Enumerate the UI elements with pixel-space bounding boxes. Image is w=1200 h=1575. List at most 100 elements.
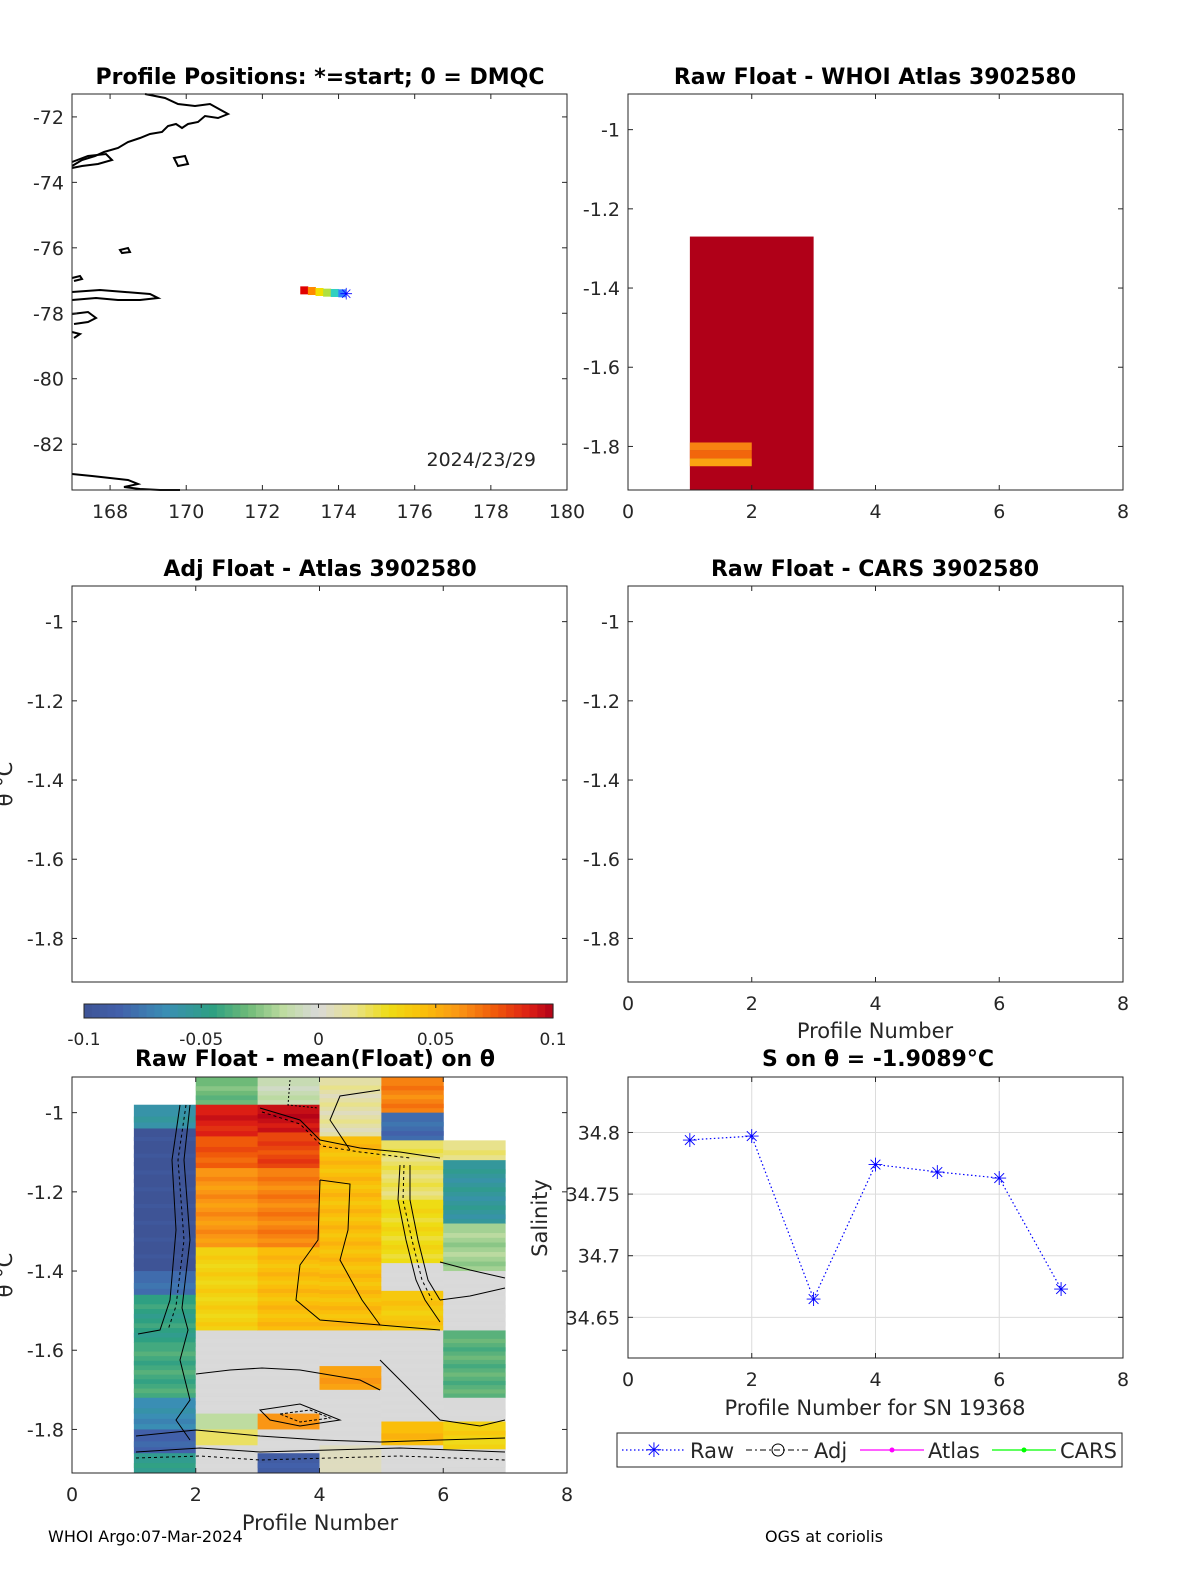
salinity-raw-point: ✳ — [806, 1289, 822, 1311]
mean-float-cell-stripe — [195, 1454, 259, 1460]
mean-float-cell — [195, 1077, 259, 1106]
colorbar-swatch — [302, 1004, 312, 1018]
colorbar-swatch — [451, 1004, 460, 1018]
mean-float-cell-stripe — [133, 1441, 197, 1448]
mean-float-cell-stripe — [443, 1430, 506, 1436]
mean-float-cell-stripe — [319, 1265, 382, 1270]
mean-float-cell-stripe — [257, 1194, 320, 1199]
mean-float-cell-stripe — [381, 1463, 444, 1469]
raw-atlas-xtick-label: 8 — [1117, 501, 1129, 523]
mean-float-cell-stripe — [443, 1242, 506, 1248]
mean-float-cell-stripe — [381, 1191, 444, 1196]
raw-atlas-xtick-label: 6 — [993, 501, 1005, 523]
mean-float-cell-stripe — [133, 1332, 197, 1338]
adj-atlas-ylabel: θ °C — [0, 762, 17, 807]
colorbar-swatch — [443, 1004, 452, 1018]
colorbar-swatch — [420, 1004, 429, 1018]
colorbar-swatch — [271, 1004, 281, 1018]
mean-float-cell-stripe — [319, 1339, 382, 1344]
mean-float-cell-stripe — [195, 1263, 259, 1269]
mean-float-cell-stripe — [319, 1426, 382, 1432]
mean-float-cell — [257, 1413, 320, 1430]
colorbar-swatch — [99, 1004, 109, 1018]
mean-float-cell-stripe — [319, 1152, 382, 1157]
mean-float-cell-stripe — [319, 1184, 382, 1189]
mean-float-cell-stripe — [381, 1148, 444, 1154]
mean-float-cell-stripe — [319, 1273, 382, 1278]
mean-float-cell-stripe — [257, 1363, 320, 1368]
mean-float-cell-stripe — [257, 1305, 320, 1310]
mean-float-cell-stripe — [381, 1320, 444, 1326]
raw-cars-xtick-label: 4 — [869, 993, 881, 1015]
salinity-xtick-label: 8 — [1117, 1369, 1129, 1391]
colorbar-swatch — [255, 1004, 265, 1018]
mean-float-cell-stripe — [133, 1136, 197, 1142]
coastline — [71, 93, 231, 491]
mean-float-cell-stripe — [381, 1217, 444, 1223]
mean-float-cell-stripe — [195, 1203, 259, 1208]
mean-float-ytick-label: -1.6 — [27, 1340, 64, 1362]
mean-float-cell-stripe — [257, 1086, 320, 1091]
mean-float-cell-stripe — [133, 1408, 197, 1414]
mean-float-cell-stripe — [381, 1226, 444, 1232]
mean-float-cell-stripe — [381, 1094, 444, 1100]
raw-atlas-ytick-label: -1.4 — [583, 278, 620, 300]
mean-float-cell-stripe — [195, 1238, 259, 1243]
mean-float-cell-stripe — [133, 1388, 197, 1394]
mean-float-cell-stripe — [319, 1233, 382, 1238]
mean-float-cell-stripe — [443, 1364, 506, 1369]
positions-title: Profile Positions: *=start; 0 = DMQC — [95, 65, 544, 90]
mean-float-cell-stripe — [257, 1185, 320, 1191]
mean-float-cell-stripe — [257, 1203, 320, 1208]
raw-atlas-xtick-label: 4 — [869, 501, 881, 523]
raw-atlas-title: Raw Float - WHOI Atlas 3902580 — [674, 65, 1076, 90]
mean-float-cell-stripe — [443, 1389, 506, 1394]
colorbar-swatch — [107, 1004, 116, 1018]
mean-float-cell-stripe — [195, 1125, 259, 1132]
mean-float-cell-stripe — [133, 1187, 197, 1192]
mean-float-cell-stripe — [257, 1238, 320, 1243]
mean-float-cell-stripe — [257, 1176, 320, 1182]
raw-cars-title: Raw Float - CARS 3902580 — [711, 557, 1039, 582]
mean-float-cell-stripe — [257, 1288, 320, 1294]
mean-float-cell-stripe — [133, 1178, 197, 1183]
mean-float-cell-stripe — [381, 1272, 444, 1277]
mean-float-contours — [135, 1079, 506, 1461]
mean-float-cell-stripe — [443, 1261, 506, 1267]
mean-float-cell-stripe — [257, 1355, 320, 1360]
colorbar-swatch — [529, 1004, 538, 1018]
mean-float-cell-stripe — [319, 1306, 382, 1311]
mean-float-cell-stripe — [133, 1379, 197, 1384]
mean-float-cell-stripe — [257, 1347, 320, 1352]
mean-float-cell-stripe — [319, 1127, 382, 1133]
mean-float-cell-stripe — [195, 1338, 259, 1343]
mean-float-cell-stripe — [381, 1404, 444, 1410]
positions-xtick-label: 176 — [397, 501, 433, 523]
colorbar-swatch — [318, 1004, 327, 1018]
raw-cars-ytick-label: -1.6 — [583, 849, 620, 871]
mean-float-cell-stripe — [133, 1195, 197, 1200]
mean-float-cell-stripe — [443, 1279, 506, 1284]
colorbar-swatch — [373, 1004, 382, 1018]
adj-atlas-ytick-label: -1 — [45, 612, 64, 634]
mean-float-ytick-label: -1.4 — [27, 1261, 64, 1283]
positions-xtick-label: 170 — [168, 501, 204, 523]
mean-float-cell-stripe — [443, 1304, 506, 1310]
colorbar-swatch — [506, 1004, 515, 1018]
mean-float-cell-stripe — [319, 1217, 382, 1222]
raw-cars-panel: Raw Float - CARS 3902580 0 2 4 6 8 -1 -1.2 -1.4… — [583, 557, 1129, 1043]
mean-float-cell-stripe — [319, 1093, 382, 1099]
mean-float-cell-stripe — [195, 1380, 259, 1385]
colorbar-swatch — [467, 1004, 476, 1018]
colorbar-swatch — [162, 1004, 171, 1018]
mean-float-cell-stripe — [319, 1322, 382, 1327]
mean-float-cell-stripe — [319, 1110, 382, 1116]
colorbar-swatch — [295, 1004, 304, 1018]
mean-float-cell-stripe — [195, 1405, 259, 1410]
mean-float-cell-stripe — [381, 1347, 444, 1352]
legend-raw-marker: ✳ — [646, 1438, 663, 1462]
mean-float-cell-stripe — [195, 1322, 259, 1327]
colorbar-tick-label: 0 — [313, 1030, 324, 1050]
mean-float-cell-stripe — [195, 1220, 259, 1226]
